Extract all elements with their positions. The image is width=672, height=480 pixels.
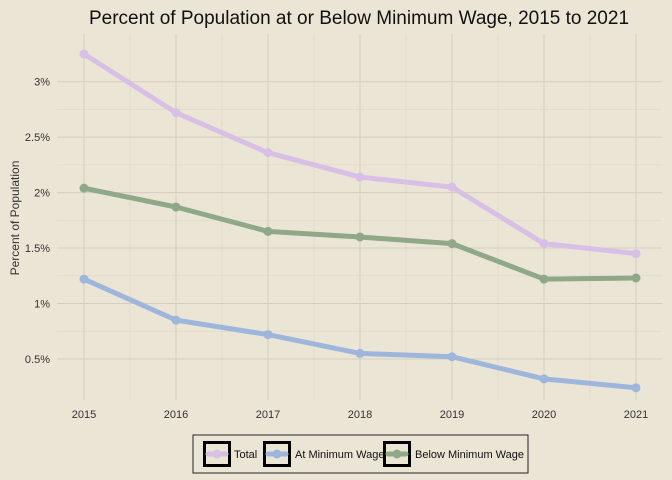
- series-total: [79, 49, 641, 259]
- data-point-below-minimum-wage: [447, 239, 457, 249]
- data-point-below-minimum-wage: [631, 273, 641, 283]
- data-point-total: [631, 249, 641, 259]
- data-point-below-minimum-wage: [79, 183, 89, 193]
- data-point-below-minimum-wage: [263, 226, 273, 236]
- x-tick-label: 2021: [624, 409, 648, 421]
- grid: [57, 34, 662, 400]
- x-tick-label: 2019: [440, 409, 464, 421]
- data-point-at-minimum-wage: [447, 352, 457, 362]
- data-point-total: [79, 49, 89, 59]
- x-tick-label: 2017: [256, 409, 280, 421]
- data-point-below-minimum-wage: [171, 202, 181, 212]
- data-point-total: [355, 172, 365, 182]
- y-tick-label: 1.5%: [25, 243, 50, 255]
- y-tick-label: 1%: [34, 299, 50, 311]
- x-tick-label: 2015: [72, 409, 96, 421]
- legend: Total At Minimum Wage Below Minimum Wage: [192, 434, 529, 474]
- legend-label: Total: [234, 449, 257, 461]
- legend-item-below-minimum-wage: Below Minimum Wage: [383, 441, 524, 467]
- legend-label: Below Minimum Wage: [415, 449, 524, 461]
- data-point-at-minimum-wage: [355, 348, 365, 358]
- axes: 0.5% 1% 1.5% 2% 2.5% 3% 2015 2016 2017 2018 2019 20…: [25, 77, 648, 421]
- data-point-at-minimum-wage: [539, 374, 549, 384]
- data-point-total: [171, 108, 181, 118]
- legend-label: At Minimum Wage: [295, 449, 384, 461]
- legend-box: [192, 434, 529, 474]
- data-point-at-minimum-wage: [79, 274, 89, 284]
- legend-item-total: Total: [203, 441, 257, 467]
- y-tick-label: 0.5%: [25, 354, 50, 366]
- y-axis-title: Percent of Population: [8, 161, 22, 276]
- x-tick-label: 2016: [164, 409, 188, 421]
- data-point-total: [539, 239, 549, 249]
- series-below-minimum-wage: [79, 183, 641, 284]
- data-point-total: [447, 182, 457, 192]
- x-tick-label: 2020: [532, 409, 556, 421]
- series-layer: [79, 49, 641, 393]
- x-tick-label: 2018: [348, 409, 372, 421]
- legend-key-point: [272, 449, 282, 459]
- y-tick-label: 2%: [34, 188, 50, 200]
- chart-title: Percent of Population at or Below Minimu…: [89, 8, 629, 29]
- data-point-below-minimum-wage: [539, 274, 549, 284]
- legend-item-at-minimum-wage: At Minimum Wage: [263, 441, 384, 467]
- data-point-at-minimum-wage: [631, 383, 641, 393]
- data-point-at-minimum-wage: [171, 315, 181, 325]
- data-point-total: [263, 148, 273, 158]
- data-point-below-minimum-wage: [355, 232, 365, 242]
- y-tick-label: 2.5%: [25, 132, 50, 144]
- legend-key-point: [392, 449, 402, 459]
- data-point-at-minimum-wage: [263, 330, 273, 340]
- series-at-minimum-wage: [79, 274, 641, 393]
- y-tick-label: 3%: [34, 77, 50, 89]
- legend-key-point: [212, 449, 222, 459]
